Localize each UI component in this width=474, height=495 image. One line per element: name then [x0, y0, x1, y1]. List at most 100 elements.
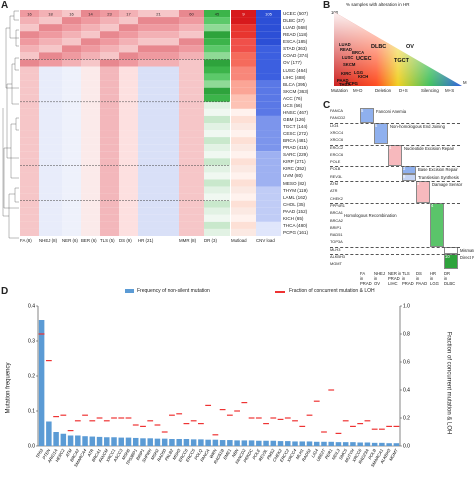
heatmap-cell: [62, 151, 81, 159]
heatmap-cell: [179, 123, 204, 131]
heatmap-cell: [62, 45, 81, 53]
heatmap-cell: [138, 115, 179, 123]
cancer-type-label: PAAD (152): [283, 208, 308, 214]
pathway-block: [360, 108, 374, 123]
triangle-point-label: PAAD: [337, 78, 349, 83]
heatmap-cell: [81, 214, 100, 222]
heatmap-cell: [39, 123, 62, 131]
matrix-column-label: in: [360, 275, 364, 281]
triangle-point-label: LGG: [354, 70, 364, 75]
matrix-column-label: LIHC: [388, 280, 398, 286]
mutation-bar: [75, 435, 81, 446]
heatmap-cell: [20, 73, 39, 81]
heatmap-cell: [119, 115, 138, 123]
heatmap-cell: [204, 137, 230, 145]
gene-label: ALKBH3: [330, 254, 345, 259]
mutload-cell: [231, 101, 256, 109]
heatmap-cell: [39, 17, 62, 25]
mutload-column: 9: [231, 10, 256, 236]
mutation-bar: [219, 440, 226, 446]
cnvload-cell: [256, 179, 281, 187]
heatmap-cell: [20, 38, 39, 46]
matrix-column-label: in: [402, 275, 406, 281]
heatmap-cell: [100, 158, 119, 166]
pathway-separator: [330, 202, 460, 204]
heatmap-cell: [138, 179, 179, 187]
mutload-cell: [231, 186, 256, 194]
mutation-bar: [140, 438, 146, 446]
pathway-label: BER (6): [81, 238, 97, 243]
heatmap-cell: [39, 38, 62, 46]
right-tick-label: 0.6: [403, 360, 410, 366]
heatmap-cell: [39, 158, 62, 166]
heatmap-cell: [138, 207, 179, 215]
cancer-type-label: HNSC (467): [283, 109, 309, 115]
gene-tick-label: RAD50: [156, 447, 167, 462]
cancer-type-label: READ (118): [283, 32, 308, 38]
heatmap-cell: [62, 24, 81, 32]
heatmap-cell: [100, 101, 119, 109]
mutload-cell: [231, 52, 256, 60]
mutation-bar: [328, 441, 334, 446]
pathway-name: Mismatch Repair: [460, 247, 474, 253]
pathway-label: DS (9): [119, 238, 132, 243]
heatmap-cell: [179, 228, 204, 236]
mutload-cell: [231, 228, 256, 236]
heatmap-cell: [62, 228, 81, 236]
heatmap-cell: [119, 137, 138, 145]
cnvload-cell: [256, 80, 281, 88]
mutload-cell: [231, 193, 256, 201]
cnvload-cell: [256, 115, 281, 123]
heatmap-cell: [100, 207, 119, 215]
heatmap-cell: [119, 130, 138, 138]
heatmap-cell: [39, 45, 62, 53]
mutation-bar: [198, 439, 204, 446]
cnvload-cell: [256, 66, 281, 74]
pathway-labels: FA (8) NHEJ (8) NER (6) BER (6) TLS (5) DS (9…: [20, 238, 285, 248]
heatmap-cell: [100, 193, 119, 201]
matrix-column-label: OV: [374, 280, 381, 286]
cnvload-cell: [256, 31, 281, 39]
mutload-cell: [231, 24, 256, 32]
heatmap-cell: [204, 31, 230, 39]
matrix-column-label: in: [430, 275, 434, 281]
heatmap-cell: [39, 52, 62, 60]
cnvload-cell: [256, 123, 281, 131]
heatmap-cell: [100, 24, 119, 32]
matrix-column-label: PRAD: [402, 280, 414, 286]
cancer-type-label: LUSC (464): [283, 67, 308, 73]
mutation-bar: [386, 443, 392, 446]
heatmap-cell: [179, 52, 204, 60]
mutation-bar: [256, 440, 262, 446]
pathway-label: FA (8): [20, 238, 32, 243]
gene-tick-label: ATR: [86, 448, 95, 458]
heatmap-cell: [138, 172, 179, 180]
heatmap-cell: [39, 130, 62, 138]
cancer-type-label: THYM (119): [283, 187, 308, 193]
left-tick-label: 0.0: [28, 444, 35, 450]
mutation-bar: [89, 436, 96, 446]
mutation-bar: [67, 435, 74, 446]
matrix-column-label: DS: [416, 270, 422, 276]
heatmap-cell: [100, 17, 119, 25]
heatmap-cell: [204, 151, 230, 159]
pathway-separator: [330, 166, 460, 168]
gene-tick-label: POLB: [367, 448, 377, 460]
heatmap-cell: [179, 59, 204, 67]
heatmap-value: 45: [215, 12, 220, 17]
heatmap-cell: [138, 151, 179, 159]
heatmap-cell: [119, 80, 138, 88]
heatmap-cell: [204, 45, 230, 53]
mutation-bar: [154, 438, 161, 446]
mutation-bar: [313, 441, 320, 446]
triangle-point-label: OV: [406, 44, 414, 50]
heatmap-cell: [20, 137, 39, 145]
heatmap-cell: [100, 172, 119, 180]
right-tick-label: 0.8: [403, 332, 410, 338]
cancer-type-label: LUAD (568): [283, 25, 308, 31]
mutation-bar: [270, 440, 277, 446]
mutation-bar: [125, 437, 132, 446]
heatmap-cell: [39, 66, 62, 74]
heatmap-cell: [100, 186, 119, 194]
triangle-point-label: READ: [340, 47, 352, 52]
